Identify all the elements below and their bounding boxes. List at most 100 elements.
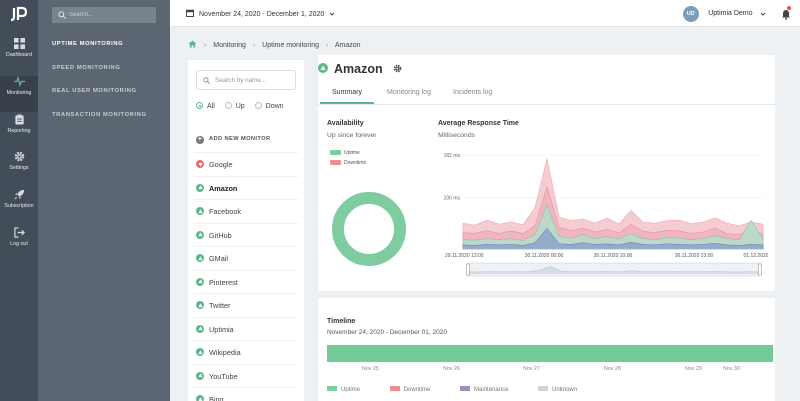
status-up-icon [196,371,204,380]
filter-all-radio[interactable]: All [196,102,215,110]
filter-up-radio[interactable]: Up [224,102,245,110]
legend-downtime[interactable]: Downtime [389,386,445,393]
legend-downtime[interactable]: Downtime [330,160,366,166]
legend-label: Downtime [403,387,431,393]
availability-title: Availability [327,120,364,127]
timeline-tick: Nov 29 [685,366,702,372]
range-handle-right[interactable] [758,263,762,276]
area-series-3[interactable] [462,204,764,250]
date-range-picker[interactable]: November 24, 2020 - December 1, 2020 [186,9,340,18]
user-menu[interactable]: UD Uptimia Demo [682,5,766,22]
breadcrumb-separator: › [203,42,207,49]
clipboard-icon [14,114,24,125]
legend-uptime[interactable]: Uptime [327,386,374,393]
rocket-icon [14,189,24,200]
notifications-button[interactable] [781,6,791,20]
monitor-row[interactable]: Twitter [194,293,298,316]
x-tick-label: 30.11.2020 23:00 [675,253,714,259]
monitor-name: YouTube [209,371,238,381]
monitor-row[interactable]: YouTube [194,363,298,387]
sidebar-item-real-user-monitoring[interactable]: REAL USER MONITORING [52,88,137,94]
status-down-icon [196,160,204,168]
monitor-row[interactable]: Pinterest [194,269,298,293]
sidebar-item-speed-monitoring[interactable]: SPEED MONITORING [52,65,121,71]
status-up-icon [196,348,204,356]
monitor-row[interactable]: Google [194,152,298,175]
timeline-tick: Nov 28 [604,366,621,372]
monitor-name: Google [209,160,233,169]
monitor-row[interactable]: Amazon [194,175,298,199]
donut-slice-uptime[interactable] [332,192,406,266]
search-icon [203,77,210,84]
monitor-name: Pinterest [209,277,238,287]
status-up-icon [196,207,204,215]
monitor-name: Twitter [209,301,231,310]
timeline-panel: Timeline November 24, 2020 - December 01… [318,298,775,401]
tab-monitoring-log[interactable]: Monitoring log [387,89,431,96]
legend-swatch [389,386,400,391]
add-monitor-button[interactable]: + ADD NEW MONITOR [196,136,271,144]
user-name: Uptimia Demo [708,10,753,18]
monitor-search-input[interactable] [215,73,293,87]
calendar-icon [186,9,194,18]
timeline-tick: Nov 27 [523,366,540,372]
range-navigator[interactable] [467,262,761,277]
breadcrumb-item[interactable]: Monitoring [213,42,246,49]
sidebar-item-uptime-monitoring[interactable]: UPTIME MONITORING [52,41,124,47]
sidebar-item-transaction-monitoring[interactable]: TRANSACTION MONITORING [52,112,147,118]
nav-item-settings[interactable]: Settings [0,151,38,187]
nav-label: Monitoring [6,90,32,96]
nav-label: Settings [9,165,29,171]
timeline-axis: Nov 25 Nov 26 Nov 27 Nov 28 Nov 29 Nov 3… [318,366,775,375]
status-up-icon [318,63,328,73]
app-logo[interactable] [7,6,31,24]
nav-item-monitoring[interactable]: Monitoring [0,76,38,112]
range-handle-left[interactable] [466,263,470,276]
monitor-row[interactable]: Bing [194,387,298,401]
home-icon[interactable] [188,40,197,48]
radio-circle [196,102,203,109]
chevron-down-icon [760,12,766,16]
monitor-list-panel: All Up Down + ADD NEW MONITOR Google Amazo… [188,60,304,401]
status-up-icon [196,277,204,286]
breadcrumb-item[interactable]: Uptime monitoring [262,42,319,49]
nav-item-logout[interactable]: Log out [0,227,38,263]
monitor-row[interactable]: GitHub [194,222,298,246]
monitor-row[interactable]: Uptimia [194,316,298,340]
tab-incidents-log[interactable]: Incidents log [453,89,493,96]
status-up-icon [196,230,204,239]
sidebar-search-input[interactable] [69,7,153,23]
monitor-row[interactable]: Facebook [194,199,298,222]
legend-swatch [327,386,337,391]
x-tick-label: 29.11.2020 13:00 [445,253,484,259]
chevron-down-icon [329,12,335,16]
legend-label: Uptime [344,150,360,156]
availability-subtitle: Up since forever [327,132,377,139]
nav-item-reporting[interactable]: Reporting [0,114,38,150]
nav-item-dashboard[interactable]: Dashboard [0,38,38,74]
status-filter: All Up Down [196,102,292,110]
dashboard-icon [13,38,25,49]
pulse-icon [13,76,25,87]
monitor-row[interactable]: GMail [194,246,298,269]
legend-maintenance[interactable]: Maintenance [460,386,522,393]
status-up-icon [196,183,204,192]
filter-down-radio[interactable]: Down [254,102,284,110]
legend-label: Maintenance [474,387,509,393]
notification-dot [787,6,791,10]
legend-uptime[interactable]: Uptime [330,150,360,156]
legend-unknown[interactable]: Unknown [538,386,591,393]
gear-icon[interactable] [393,64,402,73]
area-series-4[interactable] [462,227,764,250]
avatar: UD [682,5,699,22]
tab-summary[interactable]: Summary [320,89,374,104]
monitor-name: Facebook [209,207,242,216]
nav-item-subscription[interactable]: Subscription [0,189,38,225]
monitor-detail-panel: Amazon Summary Monitoring log Incidents … [318,55,775,291]
y-tick-label: 182 ms [444,153,461,159]
navigator-series [467,266,761,274]
monitor-row[interactable]: Wikipedia [194,340,298,363]
breadcrumb-current: Amazon [334,42,361,49]
timeline-bar[interactable] [327,345,773,362]
timeline-tick: Nov 30 [723,366,740,372]
